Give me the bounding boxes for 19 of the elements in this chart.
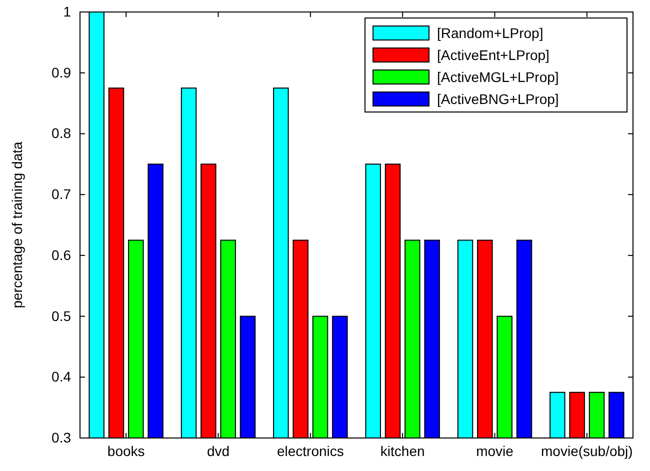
legend-label: [ActiveEnt+LProp] — [437, 47, 550, 63]
legend-label: [Random+LProp] — [437, 25, 544, 41]
y-tick-label: 1 — [63, 3, 72, 20]
x-tick-label: electronics — [276, 442, 344, 459]
y-tick-label: 0.8 — [52, 125, 72, 142]
y-tick-label: 0.4 — [52, 368, 72, 385]
x-tick-label: books — [107, 442, 145, 459]
y-tick-label: 0.9 — [52, 64, 72, 80]
x-tick-label: dvd — [206, 442, 230, 459]
legend-label: [ActiveMGL+LProp] — [437, 69, 559, 85]
x-tick-label: movie — [476, 442, 514, 459]
x-tick-label: kitchen — [380, 442, 425, 459]
legend-label: [ActiveBNG+LProp] — [437, 91, 559, 107]
x-tick-label: movie(sub/obj) — [541, 442, 633, 459]
y-axis-title: percentage of training data — [9, 142, 25, 308]
y-tick-label: 0.3 — [52, 429, 72, 446]
y-tick-label: 0.6 — [52, 246, 72, 263]
y-tick-label: 0.7 — [52, 186, 72, 202]
y-tick-label: 0.5 — [52, 308, 72, 324]
